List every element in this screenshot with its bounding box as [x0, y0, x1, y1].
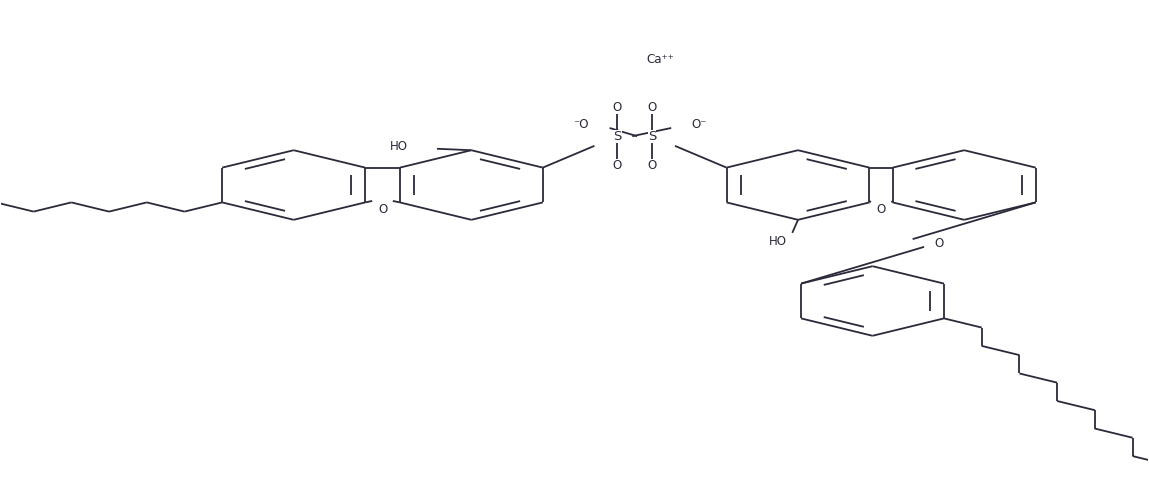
- Text: O: O: [647, 101, 657, 114]
- Text: O: O: [378, 203, 387, 216]
- Text: S: S: [648, 130, 656, 143]
- Text: S: S: [614, 130, 622, 143]
- Text: ⁻O: ⁻O: [573, 118, 589, 131]
- Text: HO: HO: [391, 140, 408, 153]
- Text: HO: HO: [769, 235, 787, 248]
- Text: Ca⁺⁺: Ca⁺⁺: [647, 53, 674, 66]
- Text: O: O: [877, 203, 886, 216]
- Text: O⁻: O⁻: [692, 118, 708, 131]
- Text: O: O: [612, 101, 622, 114]
- Text: O: O: [647, 159, 657, 172]
- Text: O: O: [612, 159, 622, 172]
- Text: O: O: [934, 237, 943, 249]
